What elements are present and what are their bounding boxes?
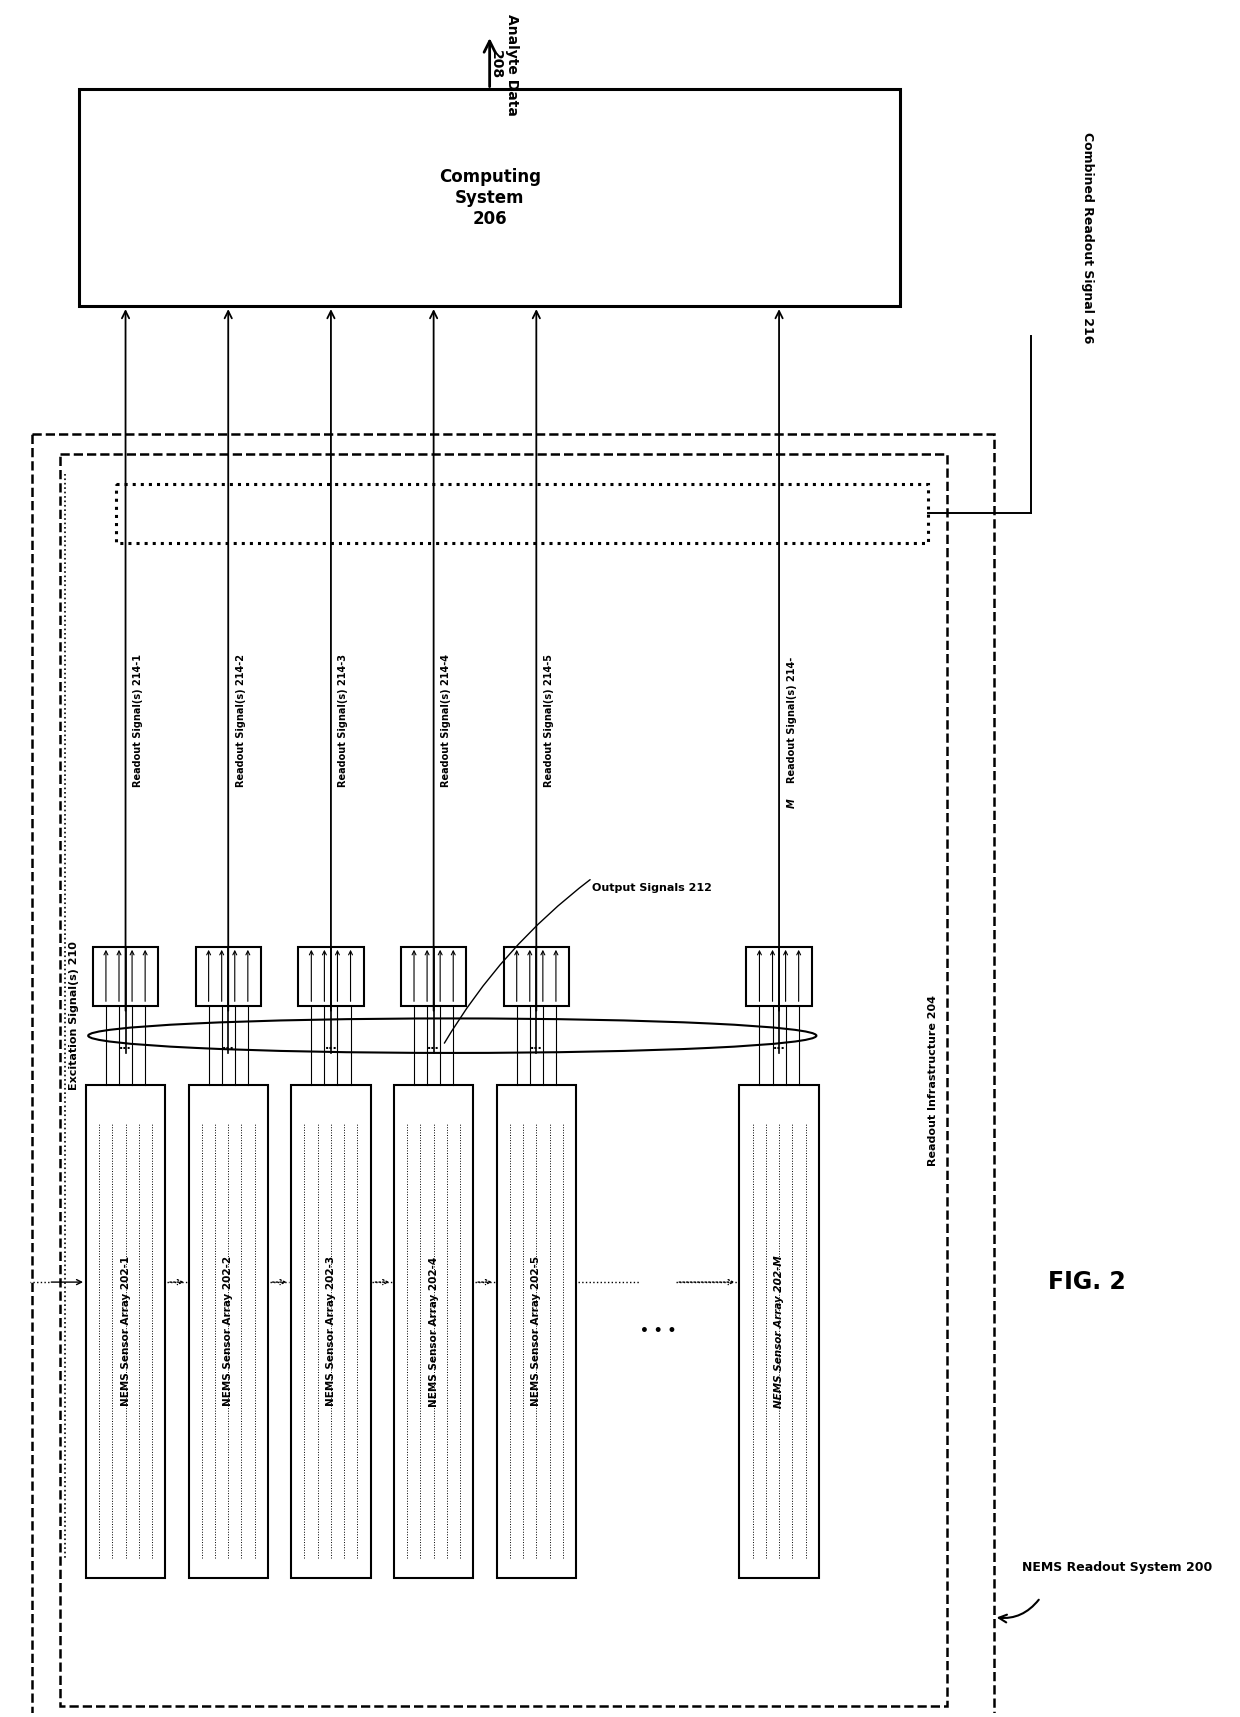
- Text: ...: ...: [428, 1041, 440, 1051]
- Text: Analyte Data
208: Analyte Data 208: [489, 14, 518, 115]
- Text: • • •: • • •: [640, 1324, 676, 1338]
- Text: Readout Infrastructure 204: Readout Infrastructure 204: [928, 994, 939, 1166]
- Text: Readout Signal(s) 214-4: Readout Signal(s) 214-4: [441, 654, 451, 786]
- Bar: [79, 89, 900, 306]
- Bar: [739, 1085, 818, 1578]
- Text: Readout Signal(s) 214-: Readout Signal(s) 214-: [786, 658, 796, 783]
- Bar: [188, 1085, 268, 1578]
- Bar: [497, 1085, 577, 1578]
- Text: Readout Signal(s) 214-2: Readout Signal(s) 214-2: [236, 654, 246, 786]
- Text: NEMS Readout System 200: NEMS Readout System 200: [1022, 1561, 1211, 1574]
- Bar: [86, 1085, 165, 1578]
- Text: NEMS Sensor Array 202-M: NEMS Sensor Array 202-M: [774, 1255, 784, 1408]
- Text: ...: ...: [773, 1041, 785, 1051]
- Text: ...: ...: [119, 1041, 131, 1051]
- Bar: [503, 948, 569, 1006]
- Text: Readout Signal(s) 214-3: Readout Signal(s) 214-3: [339, 654, 348, 786]
- Text: NEMS Sensor Array 202-3: NEMS Sensor Array 202-3: [326, 1257, 336, 1406]
- Text: NEMS Sensor Array 202-1: NEMS Sensor Array 202-1: [120, 1257, 130, 1406]
- Bar: [746, 948, 812, 1006]
- Text: ...: ...: [222, 1041, 234, 1051]
- Bar: [291, 1085, 371, 1578]
- Text: Readout Signal(s) 214-5: Readout Signal(s) 214-5: [544, 654, 554, 786]
- Text: Excitation Signal(s) 210: Excitation Signal(s) 210: [69, 941, 79, 1090]
- Text: Computing
System
206: Computing System 206: [439, 168, 541, 228]
- Bar: [299, 948, 363, 1006]
- Text: Output Signals 212: Output Signals 212: [593, 883, 712, 893]
- Text: Combined Readout Signal 216: Combined Readout Signal 216: [1080, 132, 1094, 343]
- Bar: [394, 1085, 474, 1578]
- Bar: [401, 948, 466, 1006]
- Text: M: M: [786, 798, 796, 807]
- Bar: [196, 948, 260, 1006]
- Text: ...: ...: [529, 1041, 543, 1051]
- Text: FIG. 2: FIG. 2: [1048, 1271, 1126, 1295]
- Bar: [93, 948, 159, 1006]
- Text: ...: ...: [325, 1041, 337, 1051]
- Text: NEMS Sensor Array 202-5: NEMS Sensor Array 202-5: [531, 1257, 542, 1406]
- Text: NEMS Sensor Array 202-4: NEMS Sensor Array 202-4: [429, 1257, 439, 1406]
- Text: NEMS Sensor Array 202-2: NEMS Sensor Array 202-2: [223, 1257, 233, 1406]
- Text: Readout Signal(s) 214-1: Readout Signal(s) 214-1: [133, 654, 143, 786]
